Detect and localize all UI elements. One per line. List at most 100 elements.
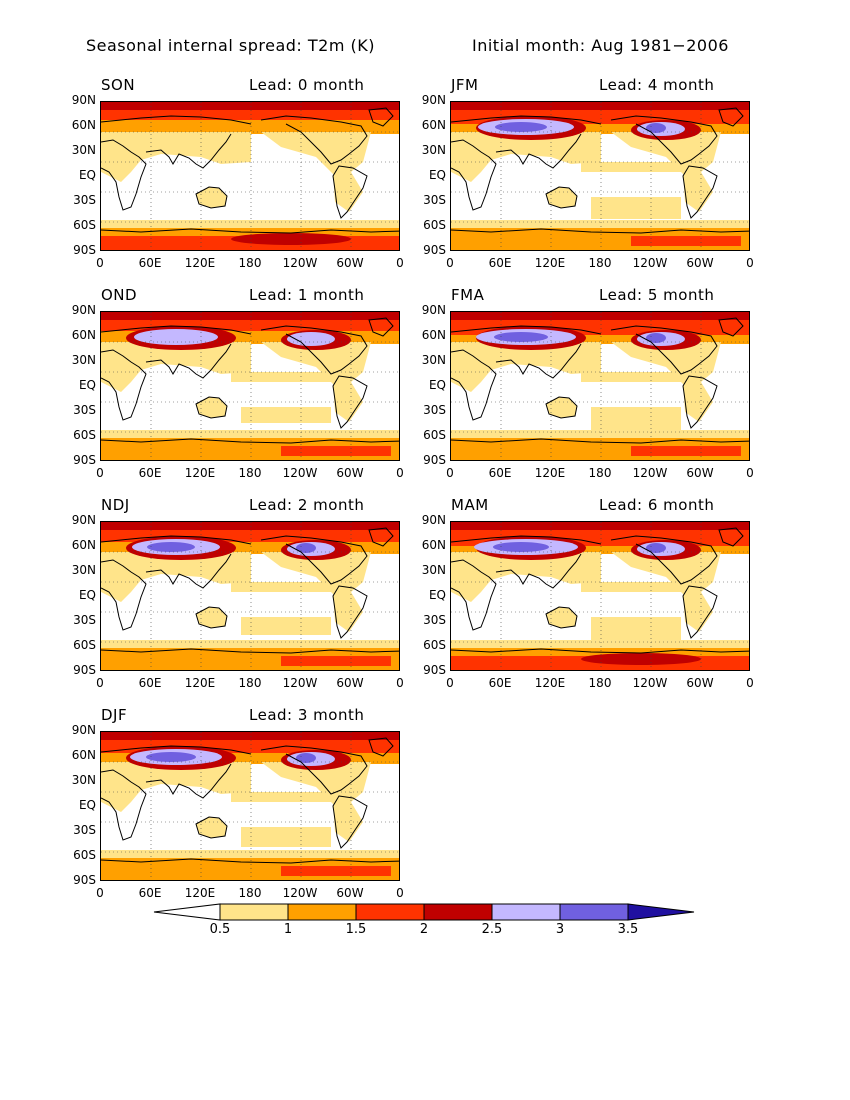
spread-map xyxy=(450,101,750,251)
panel-season-label: MAM xyxy=(451,496,489,514)
lat-tick-label: 30S xyxy=(73,193,96,207)
lon-tick-label: 0 xyxy=(96,886,104,900)
coastline-path xyxy=(260,535,368,585)
lon-tick-label: 180 xyxy=(238,466,262,480)
coastline-path xyxy=(101,349,147,421)
coastline-path xyxy=(451,228,749,234)
coastline-path xyxy=(368,107,394,127)
coastline-path xyxy=(610,325,718,375)
colorbar-segment xyxy=(559,903,629,921)
lat-tick-label: 60S xyxy=(423,638,446,652)
coastline-path xyxy=(195,816,228,839)
lat-tick-label: 60N xyxy=(421,538,446,552)
coastline-path xyxy=(145,763,232,799)
lat-tick-label: 30N xyxy=(71,563,96,577)
lon-tick-label: 180 xyxy=(588,466,612,480)
spread-map-svg xyxy=(451,312,749,460)
panel-season-label: SON xyxy=(101,76,136,94)
coastline-path xyxy=(145,133,232,169)
lat-tick-label: EQ xyxy=(78,378,96,392)
coastline-path xyxy=(195,396,228,419)
lon-tick-label: 120E xyxy=(534,466,566,480)
coastline-path xyxy=(451,325,602,335)
lat-tick-label: 30S xyxy=(73,403,96,417)
coastline-path xyxy=(495,133,582,169)
lon-tick-label: 0 xyxy=(446,676,454,690)
coastline-path xyxy=(451,648,749,654)
coastline-path xyxy=(682,375,718,429)
lon-tick-label: 120W xyxy=(632,676,668,690)
panel-season-label: FMA xyxy=(451,286,485,304)
lon-tick-label: 60W xyxy=(686,466,714,480)
lon-tick-label: 0 xyxy=(96,466,104,480)
lat-tick-label: 90N xyxy=(421,303,446,317)
coastline-path xyxy=(610,115,718,165)
coastline-path xyxy=(145,343,232,379)
spread-map-svg xyxy=(101,102,399,250)
coastline-path xyxy=(195,186,228,209)
coastline-path xyxy=(101,858,399,864)
lon-tick-label: 0 xyxy=(96,256,104,270)
lat-tick-label: 30N xyxy=(71,353,96,367)
lon-tick-label: 60W xyxy=(686,256,714,270)
lon-tick-label: 0 xyxy=(396,886,404,900)
lat-tick-label: 30S xyxy=(73,823,96,837)
lat-tick-label: EQ xyxy=(78,588,96,602)
lon-tick-label: 60W xyxy=(686,676,714,690)
coastline-path xyxy=(451,115,602,125)
coastline-path xyxy=(495,553,582,589)
coastline-path xyxy=(101,535,252,545)
lon-tick-label: 180 xyxy=(238,256,262,270)
spread-map xyxy=(100,731,400,881)
coastline-path xyxy=(145,553,232,589)
spread-map-svg xyxy=(101,522,399,670)
lat-tick-label: 30N xyxy=(71,143,96,157)
spread-map-svg xyxy=(101,312,399,460)
coastline-path xyxy=(101,559,147,631)
coastline-path xyxy=(332,375,368,429)
panel-lead-label: Lead: 6 month xyxy=(599,496,715,514)
coastline-path xyxy=(368,317,394,337)
lat-tick-label: 90N xyxy=(421,93,446,107)
colorbar-svg xyxy=(153,903,695,921)
panel-lead-label: Lead: 2 month xyxy=(249,496,365,514)
colorbar-segment xyxy=(491,903,561,921)
lon-tick-label: 0 xyxy=(446,466,454,480)
panel-lead-label: Lead: 5 month xyxy=(599,286,715,304)
panel-season-label: NDJ xyxy=(101,496,130,514)
coastline-path xyxy=(101,648,399,654)
coastline-path xyxy=(332,795,368,849)
lon-tick-label: 60E xyxy=(138,256,162,270)
coastline-path xyxy=(332,585,368,639)
coastline-path xyxy=(195,606,228,629)
lat-tick-label: 60N xyxy=(421,328,446,342)
lon-tick-label: 120E xyxy=(184,676,216,690)
coastline-path xyxy=(101,325,252,335)
coastline-path xyxy=(451,559,497,631)
coastline-path xyxy=(610,535,718,585)
lat-tick-label: 30N xyxy=(421,353,446,367)
spread-map-svg xyxy=(451,102,749,250)
lon-tick-label: 0 xyxy=(396,466,404,480)
lat-tick-label: EQ xyxy=(428,588,446,602)
lon-tick-label: 0 xyxy=(746,256,754,270)
spread-map xyxy=(100,521,400,671)
lat-tick-label: 60N xyxy=(71,328,96,342)
panel-lead-label: Lead: 3 month xyxy=(249,706,365,724)
lat-tick-label: 30N xyxy=(421,563,446,577)
colorbar-tick-label: 1 xyxy=(283,922,293,937)
colorbar-tick-label: 2 xyxy=(419,922,429,937)
lat-tick-label: 60N xyxy=(71,748,96,762)
lon-tick-label: 120W xyxy=(632,466,668,480)
colorbar-segment xyxy=(627,903,695,921)
coastline-path xyxy=(332,165,368,219)
lon-tick-label: 0 xyxy=(396,256,404,270)
coastline-path xyxy=(682,165,718,219)
spread-map xyxy=(100,101,400,251)
coastline-path xyxy=(368,527,394,547)
coastline-path xyxy=(368,737,394,757)
coastline-path xyxy=(101,228,399,234)
coastline-path xyxy=(451,438,749,444)
lat-tick-label: EQ xyxy=(428,168,446,182)
lon-tick-label: 60W xyxy=(336,886,364,900)
